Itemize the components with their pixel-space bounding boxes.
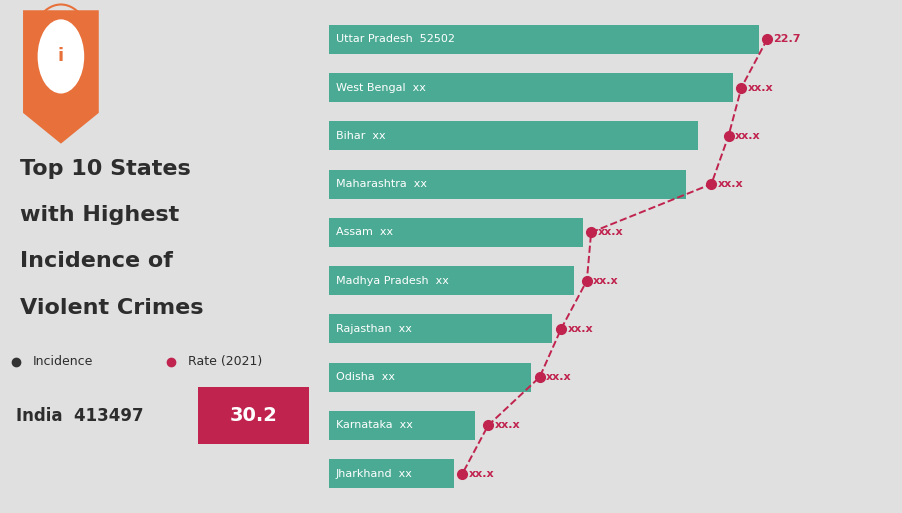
- Text: Uttar Pradesh  52502: Uttar Pradesh 52502: [336, 34, 455, 44]
- Text: Odisha  xx: Odisha xx: [336, 372, 395, 382]
- Text: Jharkhand  xx: Jharkhand xx: [336, 469, 412, 479]
- Text: India  413497: India 413497: [16, 406, 144, 425]
- Text: Top 10 States: Top 10 States: [20, 159, 190, 179]
- Bar: [329, 411, 475, 440]
- Text: West Bengal  xx: West Bengal xx: [336, 83, 426, 92]
- Text: xx.x: xx.x: [546, 372, 572, 382]
- Text: Rate (2021): Rate (2021): [188, 355, 262, 368]
- Text: Karnataka  xx: Karnataka xx: [336, 421, 412, 430]
- Text: xx.x: xx.x: [594, 275, 619, 286]
- FancyBboxPatch shape: [198, 387, 309, 444]
- Text: xx.x: xx.x: [469, 469, 494, 479]
- Text: 22.7: 22.7: [774, 34, 801, 44]
- Text: xx.x: xx.x: [735, 131, 760, 141]
- Text: Madhya Pradesh  xx: Madhya Pradesh xx: [336, 275, 448, 286]
- Circle shape: [36, 18, 86, 95]
- Text: xx.x: xx.x: [718, 179, 743, 189]
- Bar: [329, 170, 686, 199]
- Text: Violent Crimes: Violent Crimes: [20, 298, 203, 318]
- Bar: [329, 73, 732, 102]
- Bar: [329, 314, 553, 343]
- Text: Incidence of: Incidence of: [20, 251, 172, 271]
- Text: 30.2: 30.2: [230, 406, 278, 425]
- Text: with Highest: with Highest: [20, 205, 179, 225]
- Text: xx.x: xx.x: [494, 421, 520, 430]
- Polygon shape: [270, 454, 329, 513]
- Text: xx.x: xx.x: [748, 83, 774, 92]
- Text: Rajasthan  xx: Rajasthan xx: [336, 324, 411, 334]
- Bar: [329, 121, 698, 150]
- Text: Assam  xx: Assam xx: [336, 227, 392, 238]
- Polygon shape: [23, 10, 99, 144]
- Bar: [329, 459, 454, 488]
- Text: Bihar  xx: Bihar xx: [336, 131, 385, 141]
- Text: xx.x: xx.x: [598, 227, 623, 238]
- Text: Maharashtra  xx: Maharashtra xx: [336, 179, 427, 189]
- Bar: [329, 266, 574, 295]
- Text: Incidence: Incidence: [33, 355, 93, 368]
- Bar: [329, 363, 531, 392]
- Text: i: i: [58, 47, 64, 66]
- Bar: [329, 218, 583, 247]
- Bar: [329, 25, 759, 54]
- Text: xx.x: xx.x: [567, 324, 594, 334]
